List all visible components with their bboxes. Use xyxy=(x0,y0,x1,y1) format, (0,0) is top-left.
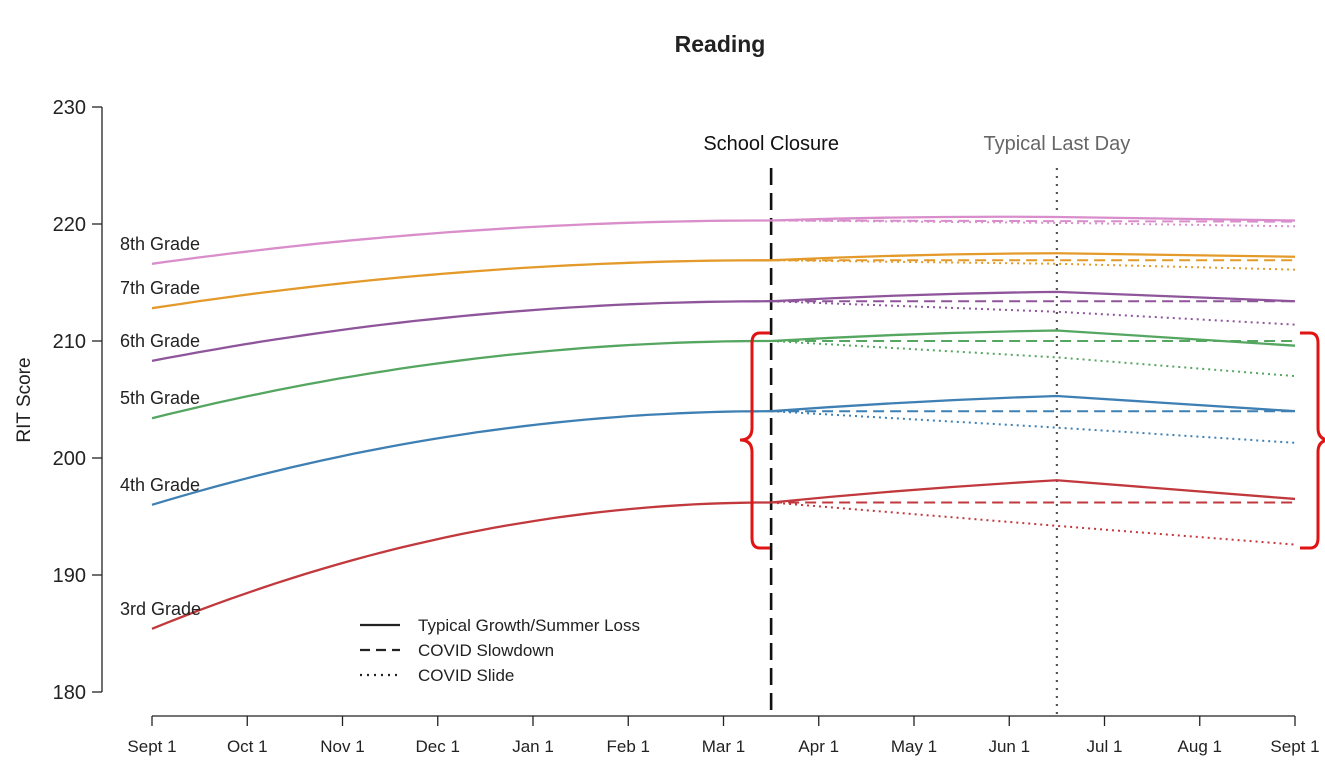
legend-label: COVID Slide xyxy=(418,666,514,685)
typical-line xyxy=(771,290,1296,303)
grade-label: 7th Grade xyxy=(120,278,200,298)
x-tick-label: Jun 1 xyxy=(988,737,1030,756)
slide-line xyxy=(771,300,1296,326)
highlight-brackets xyxy=(739,331,1325,550)
grade-label: 5th Grade xyxy=(120,388,200,408)
slide-line xyxy=(771,340,1296,378)
grade-labels: 8th Grade 7th Grade 6th Grade 5th Grade 4th … xyxy=(120,234,201,619)
slide-line xyxy=(771,410,1296,444)
x-tick-label: May 1 xyxy=(891,737,937,756)
y-tick-label: 190 xyxy=(53,565,86,587)
y-tick-label: 210 xyxy=(53,331,86,353)
left-curly-bracket xyxy=(739,331,770,550)
chart-title: Reading xyxy=(675,31,766,57)
legend-label: COVID Slowdown xyxy=(418,641,554,660)
slide-line xyxy=(771,259,1296,271)
y-tick-label: 230 xyxy=(53,97,86,119)
slide-line xyxy=(771,219,1296,228)
x-tick-label: Sept 1 xyxy=(1270,737,1319,756)
typical-line xyxy=(771,479,1296,504)
y-tick-label: 180 xyxy=(53,682,86,704)
x-tick-label: Oct 1 xyxy=(227,737,268,756)
y-axis-label: RIT Score xyxy=(14,357,35,442)
typical-line xyxy=(771,215,1296,222)
grade-label: 3rd Grade xyxy=(120,599,201,619)
growth-line xyxy=(151,339,772,420)
legend: Typical Growth/Summer Loss COVID Slowdown… xyxy=(360,616,640,685)
x-tick-label: Mar 1 xyxy=(702,737,745,756)
axes: 180 190 200 210 220 230 Sept 1 Oct 1 Nov 1 Dec 1 J… xyxy=(53,97,1320,756)
reference-line-label: School Closure xyxy=(703,133,839,155)
growth-line xyxy=(151,501,772,630)
x-tick-label: Dec 1 xyxy=(416,737,460,756)
series-lines xyxy=(151,215,1296,630)
typical-line xyxy=(771,329,1296,347)
x-tick-label: Nov 1 xyxy=(320,737,364,756)
slide-line xyxy=(771,501,1296,546)
growth-line xyxy=(151,259,772,310)
x-tick-label: Sept 1 xyxy=(127,737,176,756)
y-tick-label: 220 xyxy=(53,214,86,236)
legend-label: Typical Growth/Summer Loss xyxy=(418,616,640,635)
x-tick-label: Jul 1 xyxy=(1087,737,1123,756)
typical-line xyxy=(771,252,1296,262)
growth-line xyxy=(151,219,772,265)
right-curly-bracket xyxy=(1300,331,1325,550)
reference-line-label: Typical Last Day xyxy=(984,133,1131,155)
grade-label: 4th Grade xyxy=(120,475,200,495)
growth-line xyxy=(151,300,772,363)
y-tick-label: 200 xyxy=(53,448,86,470)
typical-line xyxy=(771,394,1296,413)
x-tick-label: Apr 1 xyxy=(798,737,839,756)
x-tick-label: Feb 1 xyxy=(607,737,650,756)
x-tick-label: Aug 1 xyxy=(1178,737,1222,756)
grade-label: 6th Grade xyxy=(120,331,200,351)
growth-line xyxy=(151,410,772,506)
x-tick-label: Jan 1 xyxy=(512,737,554,756)
slowdown-line xyxy=(771,219,1296,223)
grade-label: 8th Grade xyxy=(120,234,200,254)
